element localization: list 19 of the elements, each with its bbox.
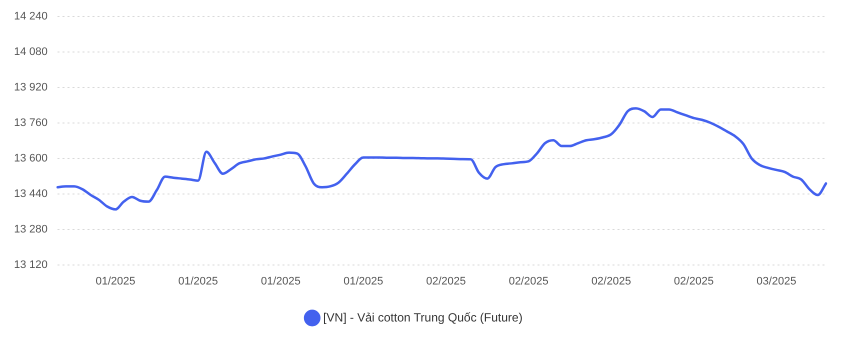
x-tick-label: 01/2025 — [260, 275, 301, 288]
y-tick-label: 13 600 — [14, 152, 48, 164]
y-tick-label: 13 440 — [14, 188, 48, 200]
line-series — [56, 107, 828, 211]
legend-label: [VN] - Vải cotton Trung Quốc (Future) — [323, 310, 523, 324]
x-tick-label: 01/2025 — [343, 275, 384, 288]
x-tick-label: 02/2025 — [591, 275, 632, 288]
x-tick-label: 02/2025 — [674, 275, 714, 288]
y-tick-label: 13 760 — [14, 117, 48, 130]
y-tick-label: 13 920 — [14, 82, 48, 94]
x-tick-label: 02/2025 — [508, 275, 548, 288]
y-tick-label: 13 280 — [14, 223, 48, 236]
y-tick-label: 13 120 — [14, 258, 48, 271]
x-tick-label: 01/2025 — [96, 275, 136, 288]
x-tick-label: 01/2025 — [178, 275, 218, 288]
y-tick-label: 14 080 — [14, 46, 48, 58]
x-tick-label: 02/2025 — [426, 275, 466, 288]
x-tick-label: 03/2025 — [756, 275, 796, 288]
y-tick-label: 14 240 — [14, 10, 48, 23]
